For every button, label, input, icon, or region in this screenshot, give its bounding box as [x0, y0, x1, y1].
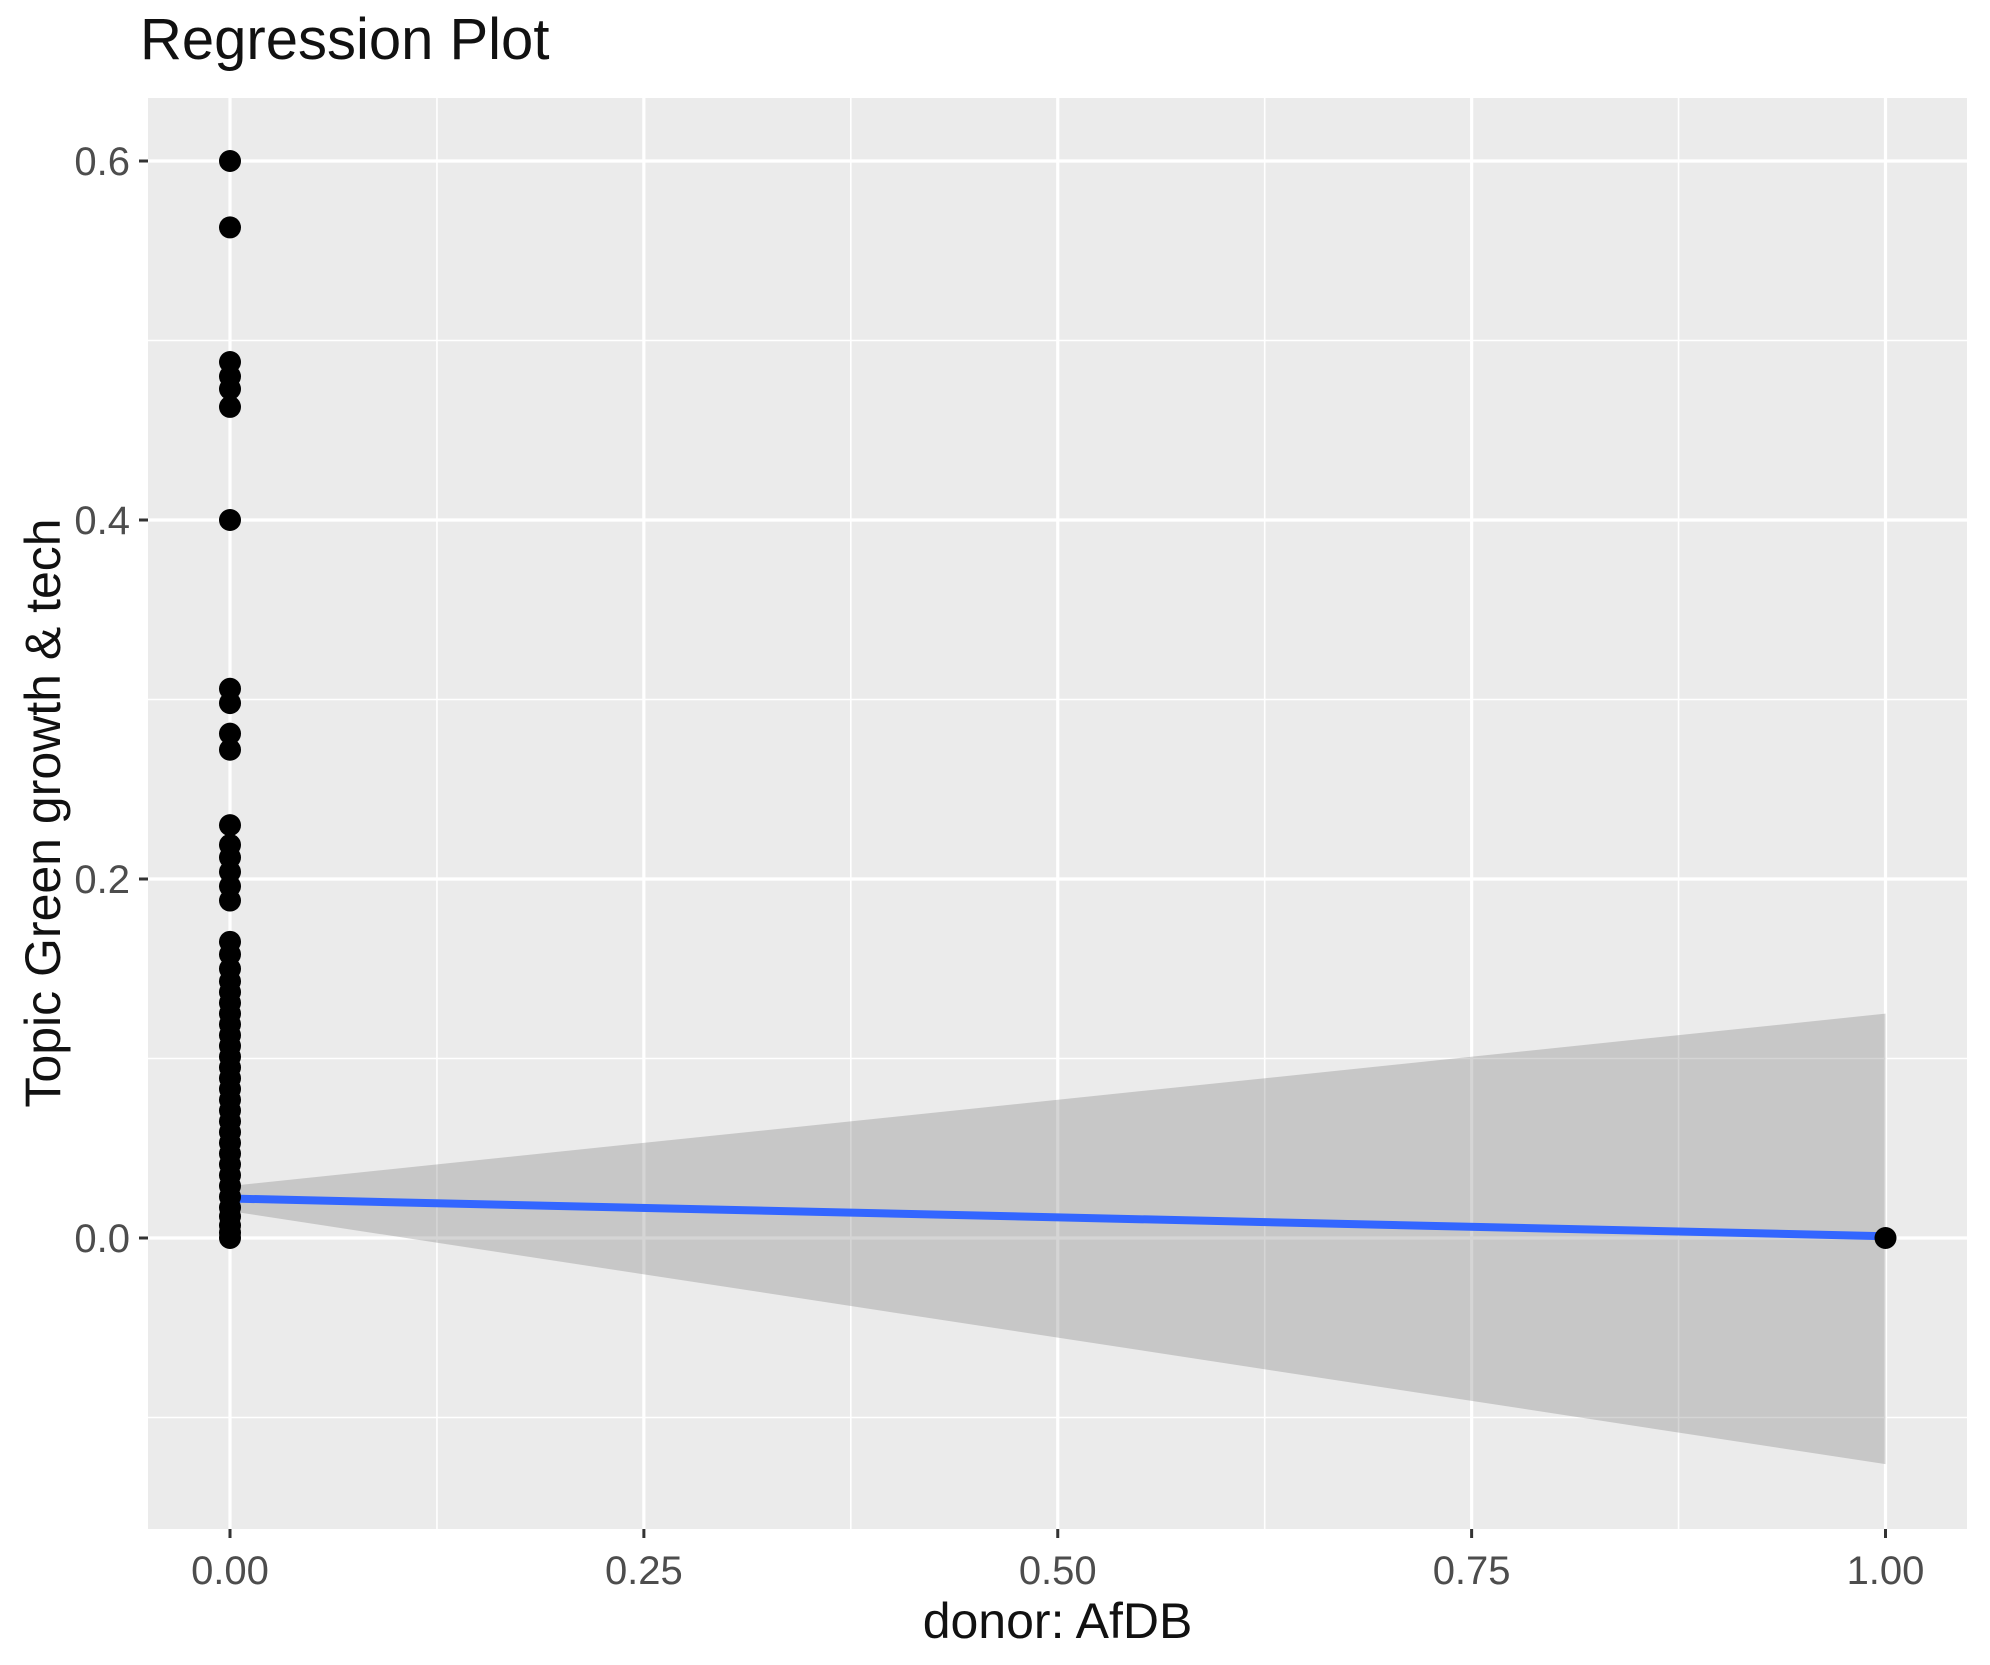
data-point — [219, 150, 241, 172]
y-axis-title: Topic Green growth & tech — [15, 518, 71, 1108]
x-tick-label: 0.50 — [1019, 1549, 1097, 1593]
y-tick-label: 0.0 — [74, 1217, 130, 1261]
data-point — [219, 722, 241, 745]
x-axis-title: donor: AfDB — [922, 1593, 1193, 1649]
data-point — [1874, 1227, 1897, 1249]
y-tick-label: 0.6 — [74, 140, 130, 184]
plot-title: Regression Plot — [140, 7, 550, 72]
y-tick-label: 0.4 — [74, 499, 130, 543]
x-tick-label: 0.75 — [1433, 1549, 1511, 1593]
data-point — [219, 692, 241, 715]
data-point — [219, 509, 241, 531]
data-point — [219, 216, 241, 239]
regression-line — [229, 1194, 1886, 1241]
x-tick-label: 0.00 — [191, 1549, 269, 1593]
y-tick-label: 0.2 — [74, 858, 130, 902]
data-point — [219, 377, 241, 400]
data-point — [219, 1227, 241, 1249]
x-tick-label: 0.25 — [605, 1549, 683, 1593]
data-point — [219, 889, 241, 912]
x-tick-label: 1.00 — [1847, 1549, 1925, 1593]
data-point — [219, 814, 241, 837]
confidence-band — [230, 1013, 1886, 1465]
data-point — [219, 738, 241, 761]
data-point — [219, 395, 241, 418]
